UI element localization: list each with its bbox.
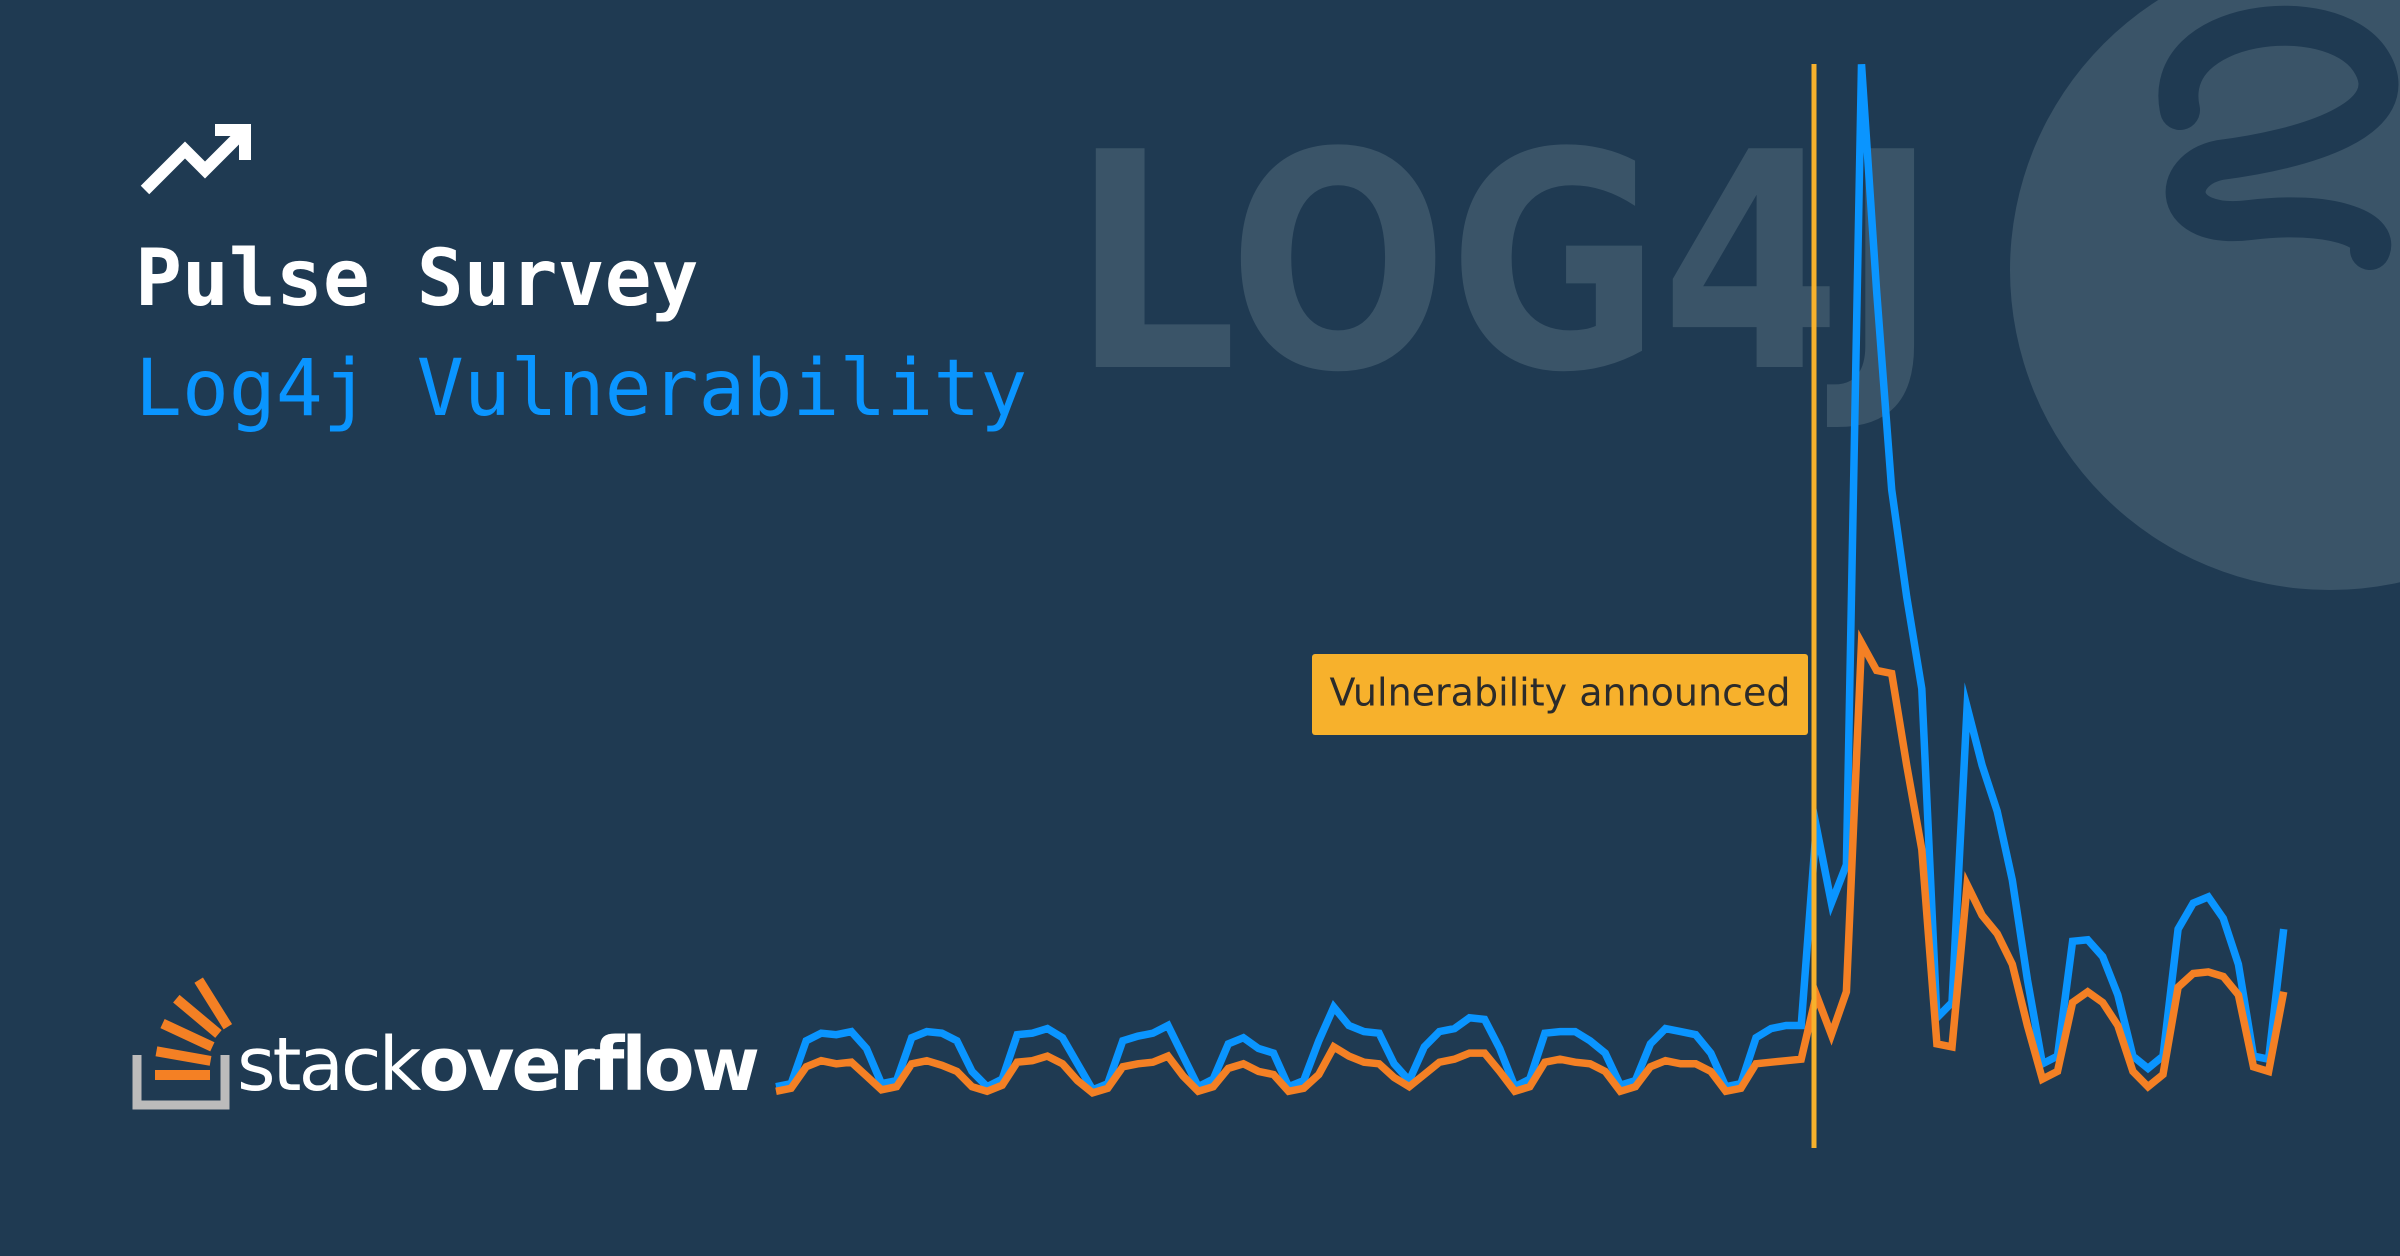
brand-name: stackoverflow bbox=[237, 1022, 758, 1108]
logo-swirl bbox=[2158, 5, 2399, 270]
subtitle: Log4j Vulnerability bbox=[135, 344, 1027, 434]
annotation-text: Vulnerability announced bbox=[1330, 671, 1791, 715]
series-line bbox=[775, 64, 2288, 1095]
trend-icon bbox=[140, 124, 251, 195]
brand-light: stack bbox=[237, 1022, 422, 1108]
annotation-box bbox=[1312, 654, 1808, 735]
brand-bold: overflow bbox=[418, 1022, 757, 1108]
series-line bbox=[775, 629, 2288, 1097]
background-logo-text: LOG4J bbox=[1072, 89, 1938, 438]
brand-logo bbox=[132, 977, 233, 1110]
title: Pulse Survey bbox=[135, 234, 699, 324]
